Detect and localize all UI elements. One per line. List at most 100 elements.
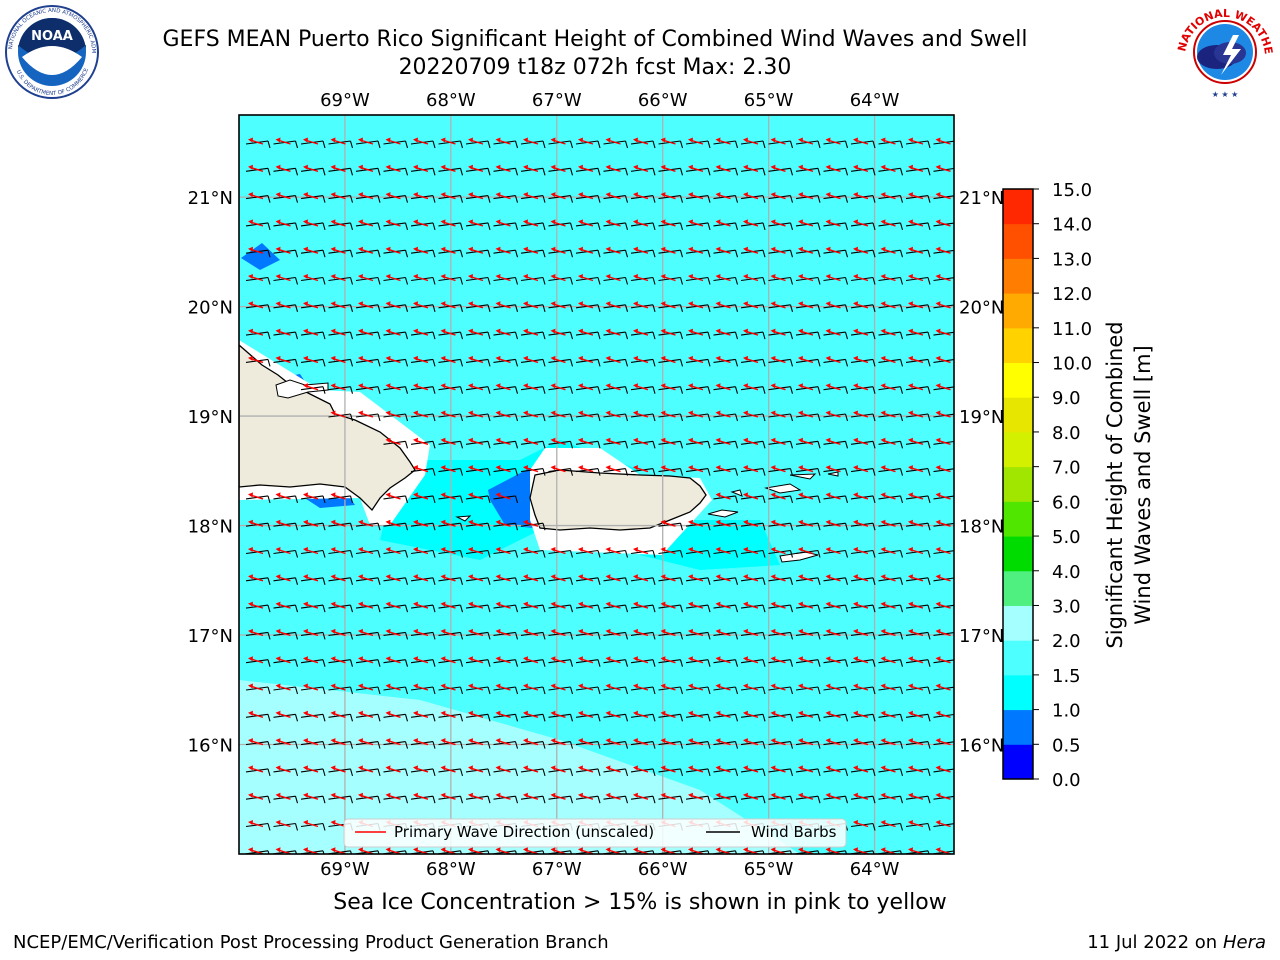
colorbar-segment [1003,397,1033,433]
wave-arrow [578,274,594,282]
wave-arrow [523,437,539,445]
wave-arrow [825,601,841,609]
wave-arrow [248,601,264,609]
wave-arrow [935,820,951,828]
map-panel [239,115,954,854]
wave-arrow [880,710,896,718]
wave-arrow [495,492,511,500]
wave-arrow [770,355,786,364]
colorbar-segment [1003,501,1033,537]
wave-arrow [385,192,401,200]
wave-arrow [660,246,676,254]
wave-arrow [715,301,731,309]
wave-arrow [660,301,676,309]
colorbar-tick-label: 6.0 [1052,492,1081,513]
wave-arrow [605,410,621,418]
colorbar-tick-label: 10.0 [1052,354,1092,375]
wave-arrow [908,547,924,555]
wave-arrow [358,355,374,364]
wave-arrow [605,301,621,309]
wave-arrow [605,574,621,582]
wave-arrow [468,492,484,500]
wave-arrow [880,437,896,445]
wave-arrow [468,219,484,227]
lat-label-left: 17°N [188,626,233,647]
wave-arrow [688,328,704,336]
wave-arrow [330,738,346,746]
wave-arrow [385,710,401,718]
wave-arrow [715,410,731,418]
wave-arrow [550,656,566,664]
wave-arrow [908,656,924,664]
wave-arrow [468,328,484,336]
wave-arrow [633,137,649,145]
wave-arrow [633,738,649,746]
wave-arrow [880,246,896,254]
wave-arrow [853,301,869,309]
wave-arrow [825,164,841,172]
wave-arrow [798,301,814,309]
wave-arrow [550,710,566,718]
wave-arrow [633,792,649,800]
colorbar-segment [1003,362,1033,398]
colorbar-tick-label: 1.5 [1052,666,1081,687]
wave-arrow [440,301,456,309]
wave-arrow [550,164,566,172]
wave-arrow [303,656,319,664]
wave-arrow [413,301,429,309]
wave-arrow [688,656,704,664]
wave-arrow [825,683,841,691]
wave-arrow [853,847,869,854]
wave-arrow [330,574,346,582]
wave-arrow [908,492,924,500]
lon-labels-bottom: 69°W 68°W 67°W 66°W 65°W 64°W [320,859,900,880]
wave-arrow [440,328,456,336]
wave-arrow [275,192,291,200]
wave-arrow [330,656,346,664]
wave-arrow [440,683,456,691]
wave-arrow [605,246,621,254]
wave-arrow [275,738,291,746]
wave-arrow [908,383,924,391]
colorbar-segment [1003,674,1033,711]
wave-arrow [688,601,704,609]
wave-arrow [660,601,676,609]
wave-arrow [935,164,951,172]
wave-arrow [825,274,841,282]
wave-arrow [908,219,924,227]
wave-arrow [385,683,401,691]
lat-label-right: 16°N [959,736,1004,757]
wave-arrow [935,274,951,282]
colorbar-tick-label: 7.0 [1052,458,1081,479]
wave-arrow [440,219,456,227]
wave-arrow [468,137,484,145]
lon-label-top: 68°W [426,90,476,111]
colorbar-label-line1: Significant Height of Combined [1103,321,1127,648]
wave-arrow [853,410,869,418]
wave-arrow [853,765,869,773]
wave-arrow [605,847,621,854]
wave-arrow [908,410,924,418]
wave-arrow [935,792,951,800]
wave-arrow [825,628,841,637]
lat-label-right: 18°N [959,517,1004,538]
lat-label-right: 21°N [959,188,1004,209]
wave-arrow [468,738,484,746]
wave-arrow [578,847,594,854]
wave-arrow [853,274,869,282]
wave-arrow [880,328,896,336]
wave-arrow [935,465,951,473]
footer-date-text: 11 Jul 2022 on [1087,932,1218,953]
wave-arrow [853,656,869,664]
wave-arrow [743,738,759,746]
wave-arrow [468,301,484,309]
wave-arrow [688,574,704,582]
wave-arrow [715,656,731,664]
wave-arrow [798,274,814,282]
wave-arrow [468,519,484,527]
wave-arrow [715,547,731,555]
wave-arrow [853,164,869,172]
wave-arrow [330,710,346,718]
wave-arrow [688,137,704,145]
wave-arrow [605,274,621,282]
